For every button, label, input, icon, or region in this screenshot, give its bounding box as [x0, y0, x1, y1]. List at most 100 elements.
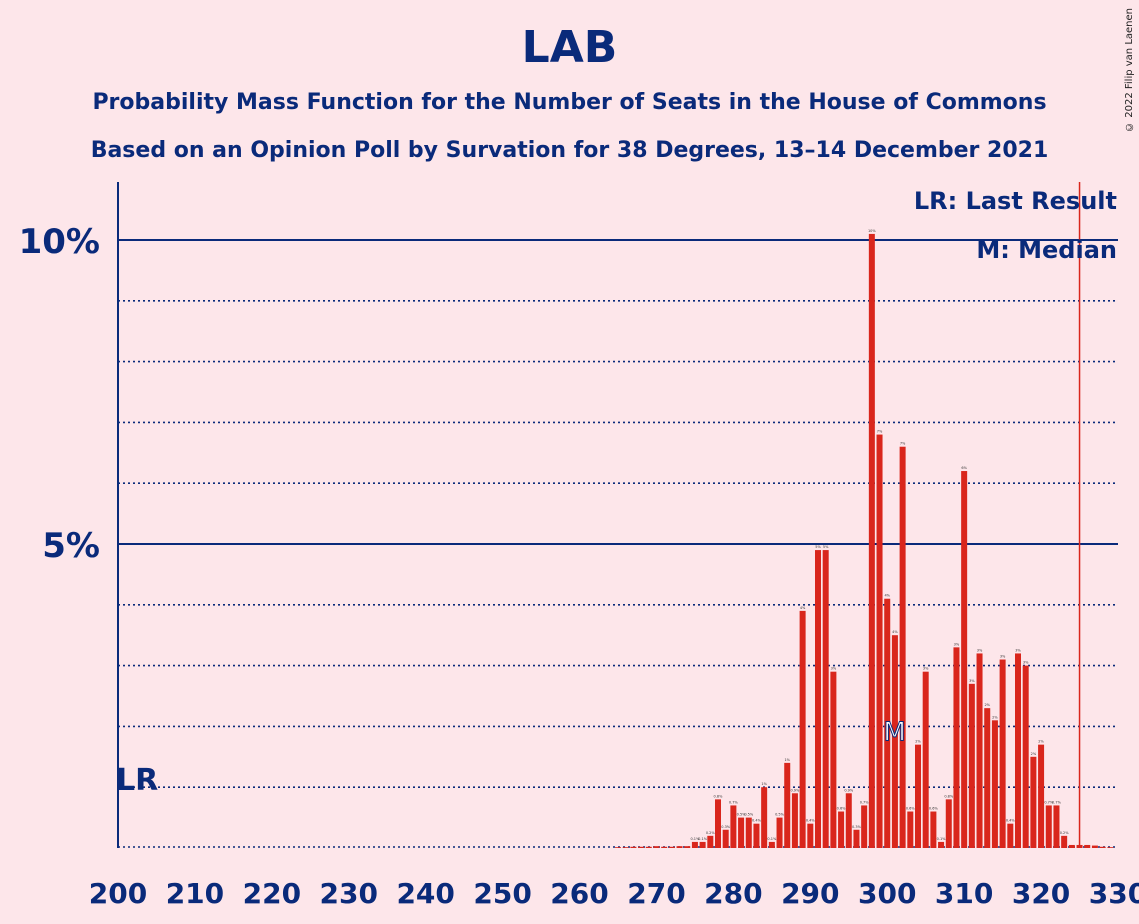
x-tick-220: 220	[243, 877, 301, 910]
data-label-283: 0.4%	[752, 819, 762, 823]
bar-267	[630, 846, 637, 848]
data-label-301: 4%	[892, 630, 898, 634]
chart-subtitle-2: Based on an Opinion Poll by Survation fo…	[90, 138, 1049, 163]
bar-283	[753, 823, 760, 848]
data-label-320: 2%	[1038, 740, 1044, 744]
bar-317	[1015, 653, 1021, 848]
x-tick-280: 280	[704, 877, 762, 910]
bar-318	[1022, 665, 1029, 848]
bar-307	[938, 841, 945, 848]
bar-315	[999, 659, 1006, 848]
data-label-314: 2%	[992, 715, 998, 719]
bar-269	[645, 846, 652, 848]
data-label-290: 0.4%	[806, 819, 816, 823]
bar-272	[668, 846, 675, 848]
data-label-291: 5%	[815, 545, 821, 549]
data-label-313: 2%	[984, 703, 990, 707]
bar-314	[991, 720, 998, 848]
bar-281	[738, 817, 745, 848]
data-label-306: 0.6%	[929, 807, 939, 811]
axes: LR M	[116, 182, 1081, 848]
bar-290	[807, 823, 814, 848]
x-tick-240: 240	[396, 877, 454, 910]
bar-309	[953, 647, 960, 848]
bar-296	[853, 829, 860, 848]
bar-275	[691, 841, 698, 848]
x-tick-230: 230	[320, 877, 378, 910]
bar-273	[676, 846, 683, 848]
data-label-278: 0.8%	[714, 794, 724, 798]
x-tick-210: 210	[166, 877, 224, 910]
x-tick-310: 310	[935, 877, 993, 910]
bar-310	[961, 471, 968, 848]
bar-286	[776, 817, 783, 848]
data-label-319: 2%	[1031, 752, 1037, 756]
data-label-317: 3%	[1015, 648, 1021, 652]
data-label-300: 4%	[884, 594, 890, 598]
x-tick-320: 320	[1012, 877, 1070, 910]
bar-306	[930, 811, 937, 848]
bar-319	[1030, 756, 1037, 848]
data-label-284: 1%	[761, 782, 767, 786]
bar-280	[730, 805, 737, 848]
bar-268	[638, 846, 645, 848]
data-label-285: 0.1%	[767, 837, 777, 841]
bar-271	[661, 846, 668, 848]
x-tick-200: 200	[89, 877, 147, 910]
bar-311	[968, 683, 975, 848]
x-tick-290: 290	[781, 877, 839, 910]
bar-274	[684, 846, 691, 848]
data-label-289: 4%	[800, 606, 806, 610]
data-label-296: 0.3%	[852, 825, 862, 829]
data-label-297: 0.7%	[860, 800, 870, 804]
bar-323	[1061, 835, 1068, 848]
bar-295	[845, 793, 852, 848]
data-label-299: 7%	[877, 430, 883, 434]
bar-284	[761, 787, 768, 848]
bar-292	[822, 550, 829, 848]
bar-324	[1068, 844, 1075, 848]
bar-291	[815, 550, 821, 848]
bar-266	[622, 847, 629, 848]
data-label-302: 7%	[900, 442, 906, 446]
data-label-310: 6%	[961, 466, 967, 470]
bar-320	[1038, 744, 1045, 848]
y-tick-10: 10%	[19, 222, 100, 262]
bar-328	[1099, 846, 1106, 848]
bar-301	[891, 635, 898, 848]
bar-308	[945, 799, 952, 848]
data-label-323: 0.2%	[1060, 831, 1070, 835]
data-label-312: 3%	[977, 648, 983, 652]
bar-316	[1007, 823, 1014, 848]
bar-298	[868, 233, 875, 849]
bar-287	[784, 762, 791, 848]
bar-326	[1084, 844, 1091, 848]
y-tick-5: 5%	[42, 526, 100, 566]
bar-299	[876, 434, 883, 848]
bar-293	[830, 671, 837, 848]
data-label-298: 10%	[868, 229, 876, 233]
bar-312	[976, 653, 983, 848]
grid-lines	[118, 239, 1118, 848]
bar-288	[791, 793, 798, 848]
bar-294	[838, 811, 845, 848]
chart-subtitle-1: Probability Mass Function for the Number…	[92, 90, 1047, 115]
data-label-308: 0.8%	[944, 794, 954, 798]
data-label-307: 0.1%	[937, 837, 947, 841]
bar-285	[768, 841, 775, 848]
chart-title: LAB	[521, 22, 618, 73]
bar-276	[699, 841, 706, 848]
data-label-280: 0.7%	[729, 800, 739, 804]
data-label-321: 0.7%	[1044, 800, 1054, 804]
data-label-281: 0.5%	[737, 813, 747, 817]
data-label-282: 0.5%	[744, 813, 754, 817]
bar-302	[899, 446, 906, 848]
data-label-275: 0.1%	[690, 837, 700, 841]
data-label-292: 5%	[823, 545, 829, 549]
tick-labels: 200 210 220 230 240 250 260 270 280 290 300 310 320 3…	[19, 222, 1139, 910]
bar-282	[745, 817, 752, 848]
bar-305	[922, 671, 929, 848]
x-tick-270: 270	[627, 877, 685, 910]
bar-289	[799, 610, 806, 848]
